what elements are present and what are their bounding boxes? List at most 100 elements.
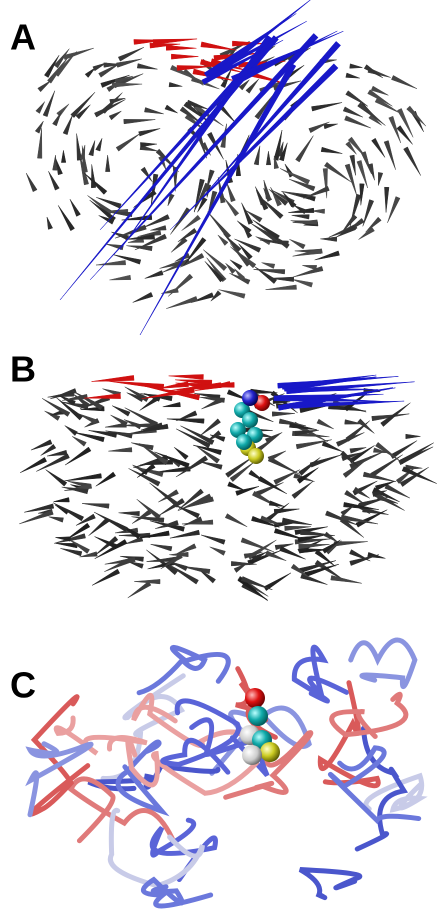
vector-cone <box>346 73 360 78</box>
vector-cone <box>49 517 64 522</box>
vector-cone <box>272 412 295 416</box>
vector-cone <box>368 164 375 181</box>
vector-cone <box>364 65 383 78</box>
vector-cone <box>346 91 368 107</box>
vector-cone <box>265 432 282 442</box>
vector-cone <box>226 263 236 273</box>
vector-cone <box>201 535 225 544</box>
panel-label: B <box>10 349 36 390</box>
vector-cone <box>301 574 328 585</box>
vector-cone <box>324 532 338 543</box>
vector-cone <box>387 197 400 223</box>
vector-cone <box>169 374 204 379</box>
vector-cone <box>254 269 285 274</box>
atom-sphere <box>260 742 280 762</box>
vector-cone <box>260 240 289 245</box>
vector-cone <box>384 141 396 170</box>
backbone-tube <box>351 640 415 687</box>
vector-cone <box>150 226 166 231</box>
vector-cone <box>219 290 245 299</box>
vector-cone <box>112 83 142 87</box>
vector-cone <box>144 108 163 114</box>
panel-a <box>26 0 426 335</box>
vector-cone <box>171 54 198 59</box>
vector-cone <box>227 182 236 202</box>
vector-cone <box>291 564 310 578</box>
vector-cone <box>359 227 375 239</box>
vector-cone <box>26 173 37 192</box>
atom-sphere <box>236 434 252 450</box>
vector-cone <box>266 151 270 165</box>
vector-cone <box>47 217 53 229</box>
vector-cone <box>89 140 95 155</box>
vector-cone <box>163 402 181 406</box>
vector-cone <box>35 121 43 133</box>
vector-cone <box>109 111 121 120</box>
vector-cone <box>105 155 109 172</box>
vector-cone <box>46 470 67 487</box>
vector-cone <box>169 82 182 86</box>
panel-label: C <box>10 665 36 706</box>
atom-sphere <box>242 745 262 765</box>
vector-cone <box>293 266 323 277</box>
vector-cone <box>151 544 172 551</box>
vector-cone <box>363 200 374 227</box>
vector-cone <box>363 472 396 482</box>
atom-sphere <box>248 706 268 726</box>
vector-cone <box>321 147 342 153</box>
vector-cone <box>311 103 342 112</box>
vector-cone <box>210 547 226 555</box>
vector-cone <box>65 426 78 436</box>
vector-cone <box>317 419 334 429</box>
vector-cone <box>57 104 69 117</box>
vector-cone <box>63 115 73 135</box>
atom-sphere <box>245 688 265 708</box>
vector-cone <box>292 481 313 498</box>
vector-cone <box>94 100 125 118</box>
vector-cone <box>105 423 126 427</box>
vector-cone <box>166 296 197 308</box>
vector-cone <box>128 581 151 597</box>
vector-cone <box>171 237 187 252</box>
vector-cone <box>404 147 421 176</box>
vector-cone <box>397 126 413 145</box>
panel-c <box>30 640 422 906</box>
vector-cone <box>112 406 130 416</box>
vector-cone <box>70 199 81 216</box>
backbone-tube <box>294 647 346 701</box>
vector-cone <box>300 530 334 536</box>
vector-cone <box>371 455 403 477</box>
vector-cone <box>96 260 126 265</box>
vector-cone <box>60 548 81 556</box>
vector-cone <box>358 103 386 126</box>
vector-cone <box>170 530 200 538</box>
vector-cone <box>137 499 161 519</box>
vector-cone <box>92 569 120 585</box>
vector-cone <box>176 456 208 477</box>
vector-cone <box>166 45 196 50</box>
vector-cone <box>119 511 140 515</box>
vector-cone <box>292 215 310 219</box>
vector-cone <box>108 447 132 451</box>
vector-cone <box>139 129 161 137</box>
figure: A B C <box>0 0 440 909</box>
vector-cone <box>268 451 286 461</box>
vector-cone <box>406 434 421 438</box>
panel-label: A <box>10 17 36 58</box>
vector-cone <box>36 102 45 114</box>
vector-cone <box>140 142 156 146</box>
vector-cone <box>274 509 299 514</box>
vector-cone <box>296 136 314 162</box>
vector-cone <box>54 498 70 502</box>
vector-cone <box>43 91 55 117</box>
vector-cone <box>358 419 375 434</box>
vector-cone <box>407 106 426 126</box>
vector-cone <box>225 514 247 527</box>
vector-cone <box>82 503 109 508</box>
vector-cone <box>269 501 284 507</box>
vector-cone <box>106 381 163 389</box>
vector-cone <box>360 184 364 206</box>
vector-cone <box>92 375 135 381</box>
vector-cone <box>137 64 157 70</box>
page: A B C (() => { const data = JSON.parse(d… <box>0 0 440 909</box>
